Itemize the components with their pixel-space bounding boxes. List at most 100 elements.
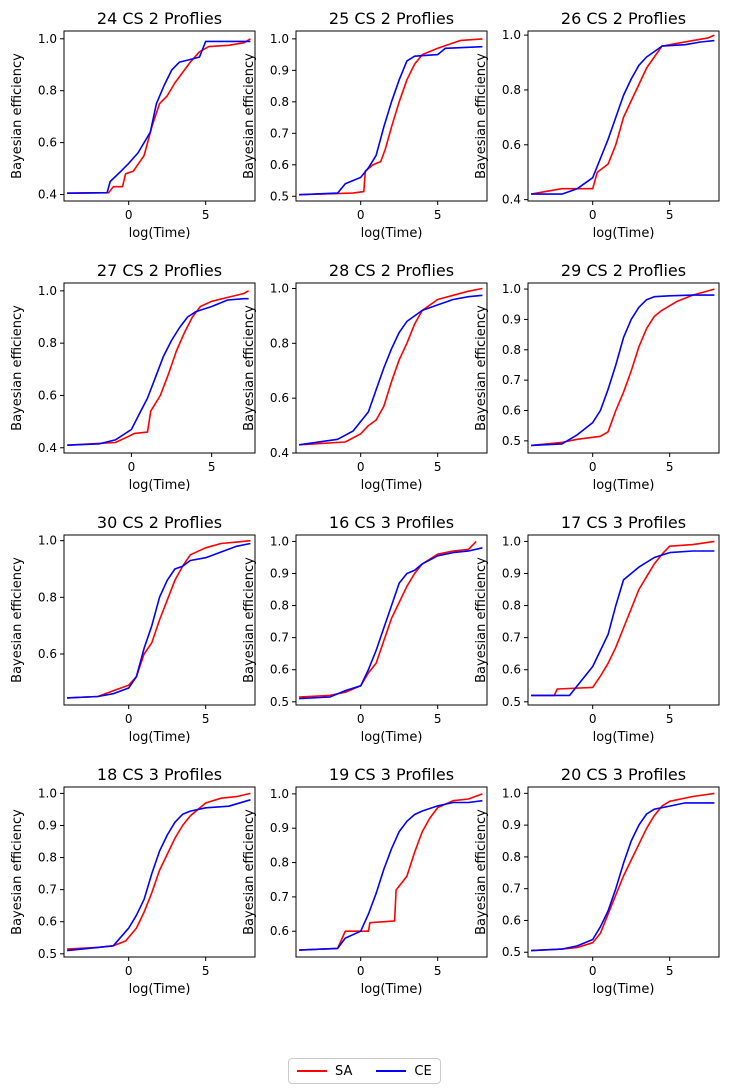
y-tick-label: 1.0 [38, 284, 57, 298]
x-tick-label: 0 [357, 208, 365, 222]
x-tick-label: 0 [125, 964, 133, 978]
series-line-ce [299, 45, 483, 196]
y-tick-label: 1.0 [270, 32, 289, 46]
chart-panel: 0 5 0.4 0.6 0.8 1.0 28 CS 2 Proflies log(Time) B… [242, 261, 488, 493]
series-line-ce [531, 550, 715, 697]
y-axis-label: Bayesian efficiency [242, 305, 257, 431]
y-tick-label: 0.8 [270, 336, 289, 350]
x-axis-label: log(Time) [361, 982, 423, 997]
legend-label-ce: CE [414, 1063, 432, 1079]
series-line-sa [67, 539, 251, 699]
y-tick-label: 0.6 [270, 663, 289, 677]
x-axis-label: log(Time) [593, 730, 655, 745]
y-tick-label: 0.5 [270, 695, 289, 709]
y-axis-label: Bayesian efficiency [10, 305, 25, 431]
chart-panel: 0 5 0.4 0.6 0.8 1.0 24 CS 2 Proflies log(Time) B… [10, 9, 256, 241]
chart-panel: 0 5 0.5 0.6 0.7 0.8 0.9 1.0 25 CS 2 Proflies log(… [242, 9, 488, 241]
y-tick-label: 0.8 [270, 599, 289, 613]
y-tick-label: 0.6 [270, 391, 289, 405]
axes-frame [295, 534, 488, 706]
y-tick-label: 0.8 [38, 336, 57, 350]
y-tick-label: 0.7 [270, 126, 289, 140]
x-tick-label: 0 [589, 460, 597, 474]
x-tick-label: 0 [357, 964, 365, 978]
x-tick-label: 5 [434, 964, 442, 978]
x-axis-label: log(Time) [593, 226, 655, 241]
series-line-sa [299, 287, 483, 446]
panel-title: 25 CS 2 Proflies [329, 9, 454, 28]
y-tick-label: 0.6 [38, 915, 57, 929]
y-tick-label: 0.6 [38, 136, 57, 150]
y-tick-label: 1.0 [270, 787, 289, 801]
panel-title: 24 CS 2 Proflies [97, 9, 222, 28]
y-tick-label: 0.9 [502, 312, 521, 326]
series-line-sa [67, 792, 251, 950]
x-tick-label: 0 [125, 208, 133, 222]
y-axis-label: Bayesian efficiency [474, 809, 489, 935]
series-line-ce [67, 799, 251, 952]
series-line-sa [531, 540, 715, 697]
y-tick-label: 0.5 [502, 695, 521, 709]
y-axis-label: Bayesian efficiency [10, 557, 25, 683]
y-tick-label: 0.8 [502, 343, 521, 357]
y-tick-label: 0.7 [502, 373, 521, 387]
y-tick-label: 0.6 [270, 158, 289, 172]
y-tick-label: 0.9 [270, 63, 289, 77]
series-line-ce [531, 802, 715, 952]
x-tick-label: 5 [434, 208, 442, 222]
x-axis-label: log(Time) [129, 730, 191, 745]
x-tick-label: 5 [202, 208, 210, 222]
chart-panel: 0 5 0.5 0.6 0.7 0.8 0.9 1.0 16 CS 3 Profiles log(… [242, 513, 488, 745]
y-tick-label: 0.5 [270, 189, 289, 203]
y-tick-label: 0.8 [38, 84, 57, 98]
series-line-ce [299, 547, 483, 700]
panel-title: 30 CS 2 Proflies [97, 513, 222, 532]
x-tick-label: 5 [666, 964, 674, 978]
y-tick-label: 0.4 [38, 441, 57, 455]
x-tick-label: 5 [202, 712, 210, 726]
axes-frame [63, 786, 256, 958]
y-tick-label: 1.0 [502, 282, 521, 296]
axes-frame [295, 30, 488, 202]
y-axis-label: Bayesian efficiency [474, 305, 489, 431]
panel-title: 16 CS 3 Profiles [329, 513, 454, 532]
y-tick-label: 0.6 [38, 647, 57, 661]
series-line-ce [299, 799, 483, 951]
series-line-ce [67, 297, 249, 446]
series-line-sa [67, 290, 249, 446]
y-tick-label: 0.9 [502, 566, 521, 580]
y-tick-label: 1.0 [502, 28, 521, 42]
panel-title: 29 CS 2 Proflies [561, 261, 686, 280]
axes-frame [527, 534, 720, 706]
y-tick-label: 0.5 [502, 434, 521, 448]
y-tick-label: 0.5 [502, 945, 521, 959]
chart-panel: 0 5 0.5 0.6 0.7 0.8 0.9 1.0 18 CS 3 Profiles log(… [10, 765, 256, 997]
y-tick-label: 0.9 [270, 821, 289, 835]
x-tick-label: 0 [357, 712, 365, 726]
y-tick-label: 0.4 [270, 446, 289, 460]
y-tick-label: 0.4 [38, 188, 57, 202]
chart-panel: 0 5 0.6 0.7 0.8 0.9 1.0 19 CS 3 Profiles log(Tim… [242, 765, 488, 997]
series-line-sa [530, 34, 715, 195]
chart-panel: 0 5 0.6 0.8 1.0 30 CS 2 Proflies log(Time) Baye… [10, 513, 256, 745]
panel-title: 27 CS 2 Proflies [97, 261, 222, 280]
axes-frame [63, 282, 256, 454]
x-tick-label: 0 [589, 208, 597, 222]
panel-title: 20 CS 3 Profiles [561, 765, 686, 784]
y-tick-label: 0.6 [38, 388, 57, 402]
axes-frame [527, 786, 720, 958]
legend-line-sa [297, 1070, 327, 1072]
y-tick-label: 0.7 [502, 882, 521, 896]
y-tick-label: 1.0 [38, 534, 57, 548]
x-axis-label: log(Time) [593, 478, 655, 493]
series-line-ce [298, 294, 483, 446]
chart-panel: 0 5 0.5 0.6 0.7 0.8 0.9 1.0 29 CS 2 Proflies log(… [474, 261, 720, 493]
y-tick-label: 0.4 [502, 193, 521, 207]
y-axis-label: Bayesian efficiency [10, 809, 25, 935]
series-line-sa [531, 288, 715, 447]
y-tick-label: 1.0 [270, 534, 289, 548]
y-tick-label: 0.8 [502, 83, 521, 97]
axes-frame [63, 30, 256, 202]
chart-panel: 0 5 0.4 0.6 0.8 1.0 27 CS 2 Proflies log(Time) B… [10, 261, 256, 493]
y-tick-label: 0.7 [270, 890, 289, 904]
